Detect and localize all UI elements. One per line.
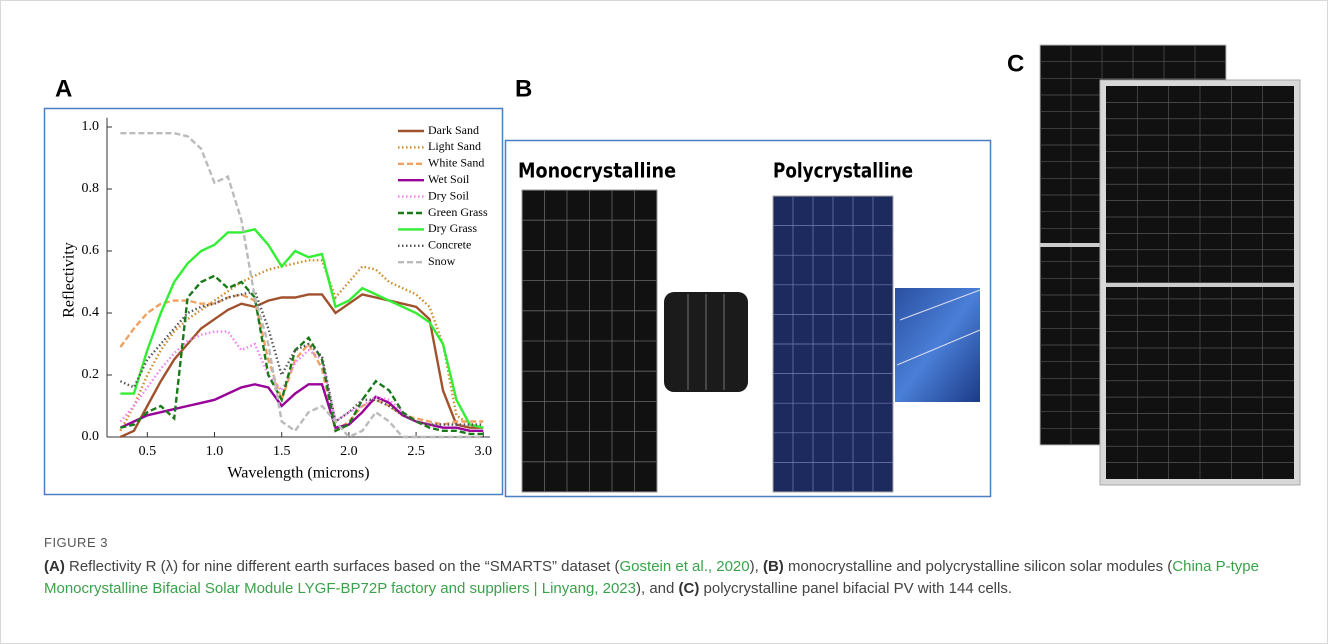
bifacial-module-front: [1100, 80, 1300, 485]
legend-label: Concrete: [428, 238, 471, 252]
y-tick-label: 0.4: [82, 305, 100, 320]
page: A B C 0.0 0.2 0.4 0.6 0.8 1.0 0.5 1.0 1.5 2.0 2.5 3…: [0, 0, 1328, 644]
caption-text: ),: [750, 558, 763, 575]
y-axis-label: Reflectivity: [61, 242, 78, 318]
caption-text: (A): [44, 558, 65, 575]
legend-label: Dry Grass: [428, 221, 477, 235]
caption-link[interactable]: Gostein et al., 2020: [620, 558, 750, 575]
y-tick-label: 0.2: [82, 367, 100, 382]
x-tick-label: 0.5: [139, 444, 157, 459]
x-tick-label: 2.5: [407, 444, 425, 459]
legend-label: Green Grass: [428, 205, 488, 219]
caption-text: monocrystalline and polycrystalline sili…: [784, 558, 1173, 575]
legend-label: Wet Soil: [428, 172, 470, 186]
legend-label: Light Sand: [428, 139, 481, 153]
poly-module: [773, 196, 893, 492]
caption-text: polycrystalline panel bifacial PV with 1…: [699, 580, 1012, 597]
caption: (A) Reflectivity R (λ) for nine differen…: [44, 556, 1294, 600]
x-tick-label: 2.0: [340, 444, 358, 459]
x-tick-label: 1.5: [273, 444, 291, 459]
caption-text: (C): [679, 580, 700, 597]
x-tick-label: 1.0: [206, 444, 224, 459]
x-tick-label: 3.0: [475, 444, 493, 459]
y-tick-label: 1.0: [82, 119, 100, 134]
poly-cell: [895, 288, 980, 402]
y-tick-label: 0.8: [82, 181, 100, 196]
panel-label: B: [515, 75, 532, 102]
caption-label: FIGURE 3: [44, 535, 108, 550]
panel-title: Polycrystalline: [773, 159, 913, 183]
y-tick-label: 0.6: [82, 243, 100, 258]
mono-module: [522, 190, 657, 492]
panel-title: Monocrystalline: [518, 159, 676, 183]
x-axis-label: Wavelength (microns): [227, 465, 369, 482]
legend-label: Dry Soil: [428, 188, 470, 202]
caption-text: Reflectivity R (λ) for nine different ea…: [65, 558, 620, 575]
panel-label: C: [1007, 50, 1024, 77]
panel-label: A: [55, 75, 72, 102]
legend-label: Dark Sand: [428, 123, 479, 137]
chart: 0.0 0.2 0.4 0.6 0.8 1.0 0.5 1.0 1.5 2.0 2.5 3.0 Wave…: [61, 118, 492, 482]
legend-label: White Sand: [428, 156, 484, 170]
y-tick-label: 0.0: [82, 429, 100, 444]
figure: A B C 0.0 0.2 0.4 0.6 0.8 1.0 0.5 1.0 1.5 2.0 2.5 3…: [0, 0, 1328, 530]
caption-text: ), and: [636, 580, 679, 597]
legend-label: Snow: [428, 254, 456, 268]
caption-text: (B): [763, 558, 784, 575]
